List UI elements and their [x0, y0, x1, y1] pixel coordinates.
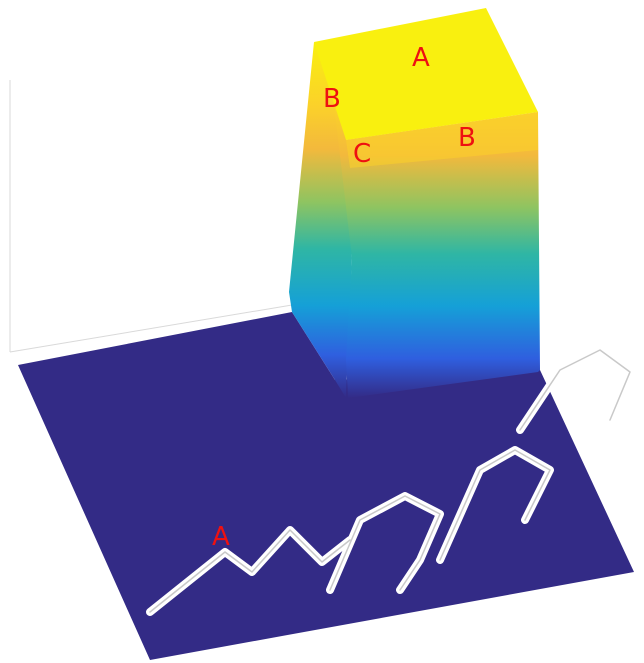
label-top-c: C [353, 139, 371, 169]
block-left-face [289, 42, 352, 398]
axis-line-back [9, 304, 293, 353]
label-floor-a: A [212, 522, 230, 552]
label-top-a: A [412, 43, 430, 73]
label-top-b-left: B [323, 84, 341, 114]
block-edge-glow [346, 112, 538, 168]
floor-plane [18, 312, 634, 660]
block-top-face [314, 8, 538, 140]
label-top-b-right: B [458, 123, 476, 153]
watermark-logo-outline [149, 349, 631, 613]
